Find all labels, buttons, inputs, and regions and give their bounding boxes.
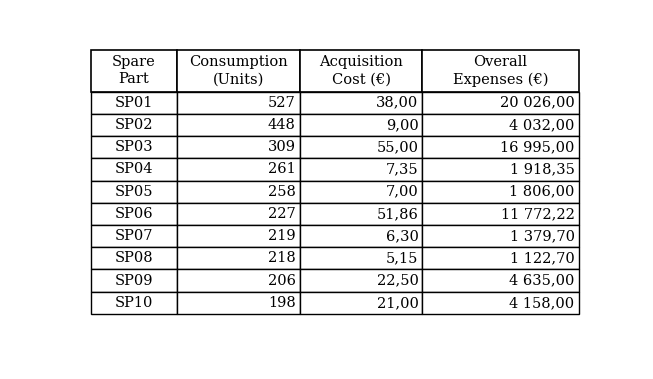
Text: 6,30: 6,30 (385, 229, 419, 243)
Text: 448: 448 (268, 118, 296, 132)
Text: 11 772,22: 11 772,22 (501, 207, 575, 221)
Bar (422, 225, 579, 247)
Text: Consumption
(Units): Consumption (Units) (189, 55, 288, 86)
Text: Acquisition
Cost (€): Acquisition Cost (€) (319, 55, 403, 86)
Bar (422, 203, 579, 225)
Bar (177, 292, 300, 314)
Bar (177, 136, 300, 158)
Bar (91, 158, 177, 180)
Bar (300, 50, 422, 92)
Text: 1 379,70: 1 379,70 (509, 229, 575, 243)
Text: 4 032,00: 4 032,00 (509, 118, 575, 132)
Bar (177, 114, 300, 136)
Text: Overall
Expenses (€): Overall Expenses (€) (453, 55, 549, 87)
Text: 1 918,35: 1 918,35 (510, 163, 575, 176)
Bar (91, 92, 177, 114)
Bar (177, 158, 300, 180)
Bar (422, 50, 579, 92)
Bar (422, 136, 579, 158)
Text: SP09: SP09 (115, 274, 153, 288)
Text: 38,00: 38,00 (376, 96, 419, 110)
Text: 258: 258 (268, 185, 296, 199)
Bar (422, 247, 579, 269)
Text: SP06: SP06 (115, 207, 153, 221)
Text: 198: 198 (268, 296, 296, 310)
Bar (300, 247, 422, 269)
Bar (177, 50, 300, 92)
Text: 218: 218 (268, 251, 296, 265)
Text: 55,00: 55,00 (376, 140, 419, 154)
Bar (300, 136, 422, 158)
Text: 1 806,00: 1 806,00 (509, 185, 575, 199)
Bar (91, 114, 177, 136)
Bar (300, 114, 422, 136)
Text: 1 122,70: 1 122,70 (510, 251, 575, 265)
Bar (300, 180, 422, 203)
Text: 51,86: 51,86 (377, 207, 419, 221)
Text: SP10: SP10 (115, 296, 153, 310)
Bar (177, 269, 300, 292)
Text: 309: 309 (268, 140, 296, 154)
Text: 527: 527 (268, 96, 296, 110)
Bar (177, 225, 300, 247)
Text: Spare
Part: Spare Part (112, 55, 156, 86)
Text: 20 026,00: 20 026,00 (500, 96, 575, 110)
Bar (422, 292, 579, 314)
Bar (91, 180, 177, 203)
Text: 227: 227 (268, 207, 296, 221)
Bar (300, 225, 422, 247)
Bar (177, 203, 300, 225)
Text: 219: 219 (268, 229, 296, 243)
Bar (300, 158, 422, 180)
Text: 4 158,00: 4 158,00 (509, 296, 575, 310)
Bar (300, 269, 422, 292)
Bar (91, 247, 177, 269)
Text: 7,00: 7,00 (386, 185, 419, 199)
Bar (177, 92, 300, 114)
Text: 9,00: 9,00 (386, 118, 419, 132)
Text: 261: 261 (268, 163, 296, 176)
Text: 21,00: 21,00 (377, 296, 419, 310)
Text: SP05: SP05 (115, 185, 153, 199)
Text: 22,50: 22,50 (377, 274, 419, 288)
Text: SP03: SP03 (115, 140, 153, 154)
Text: 5,15: 5,15 (386, 251, 419, 265)
Text: SP07: SP07 (115, 229, 153, 243)
Text: 7,35: 7,35 (386, 163, 419, 176)
Bar (422, 269, 579, 292)
Bar (422, 92, 579, 114)
Bar (300, 292, 422, 314)
Text: SP04: SP04 (115, 163, 153, 176)
Bar (91, 136, 177, 158)
Bar (91, 225, 177, 247)
Text: SP01: SP01 (115, 96, 153, 110)
Bar (300, 203, 422, 225)
Text: SP02: SP02 (115, 118, 153, 132)
Text: SP08: SP08 (115, 251, 153, 265)
Bar (91, 50, 177, 92)
Bar (422, 180, 579, 203)
Bar (91, 292, 177, 314)
Bar (300, 92, 422, 114)
Bar (422, 158, 579, 180)
Bar (177, 247, 300, 269)
Text: 206: 206 (268, 274, 296, 288)
Bar (177, 180, 300, 203)
Bar (91, 203, 177, 225)
Bar (422, 114, 579, 136)
Text: 4 635,00: 4 635,00 (509, 274, 575, 288)
Bar (91, 269, 177, 292)
Text: 16 995,00: 16 995,00 (500, 140, 575, 154)
